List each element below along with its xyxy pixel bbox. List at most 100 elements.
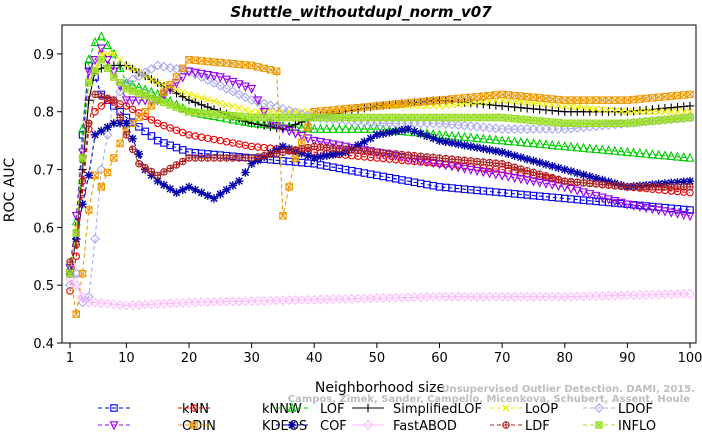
data-point-kdeos bbox=[135, 113, 143, 122]
data-point-ldf bbox=[97, 92, 106, 101]
data-point-simplifiedlof bbox=[548, 106, 557, 115]
data-point-inflo bbox=[423, 113, 431, 122]
data-point-lof bbox=[647, 149, 658, 159]
data-point-cof bbox=[479, 144, 488, 153]
data-point-ldof bbox=[221, 83, 232, 94]
watermark-line-2: Campos, Zimek, Sander, Campello, Micenko… bbox=[288, 394, 690, 405]
data-point-lof bbox=[572, 142, 582, 152]
data-point-ldof bbox=[259, 98, 270, 109]
data-point-simplifiedlof bbox=[472, 99, 482, 108]
legend-item-cof: COF bbox=[276, 419, 347, 434]
data-point-cof bbox=[172, 188, 181, 197]
legend-label: kNN bbox=[182, 402, 209, 417]
data-point-ldf bbox=[135, 160, 143, 168]
data-point-ldof bbox=[478, 122, 489, 133]
data-point-inflo bbox=[316, 113, 325, 122]
data-point-odin bbox=[278, 124, 288, 134]
y-tick-label: 0.9 bbox=[33, 48, 54, 63]
data-point-kdeos bbox=[116, 139, 124, 148]
data-point-cof bbox=[472, 143, 482, 152]
data-point-simplifiedlof bbox=[516, 103, 526, 112]
data-point-odin bbox=[660, 207, 670, 217]
data-point-inflo bbox=[122, 84, 131, 93]
legend-marker bbox=[109, 421, 119, 431]
data-point-odin bbox=[303, 134, 313, 144]
data-point-cof bbox=[516, 153, 526, 162]
data-point-ldof bbox=[434, 118, 445, 129]
data-point-lof bbox=[77, 123, 88, 133]
data-point-loop bbox=[667, 108, 675, 116]
data-point-odin bbox=[654, 206, 664, 216]
data-point-kdeos bbox=[604, 96, 613, 104]
data-point-inflo bbox=[542, 117, 550, 126]
data-point-odin bbox=[679, 210, 689, 221]
data-point-cof bbox=[416, 129, 425, 138]
data-point-lof bbox=[115, 62, 125, 73]
data-point-cof bbox=[115, 119, 125, 128]
data-point-odin bbox=[516, 175, 526, 185]
data-point-ldf bbox=[153, 171, 162, 180]
data-point-kdeos bbox=[272, 67, 281, 76]
data-point-knnw bbox=[178, 128, 187, 137]
data-point-loop bbox=[235, 104, 243, 112]
data-point-cof bbox=[166, 184, 175, 194]
data-point-ldf bbox=[629, 183, 638, 191]
data-point-cof bbox=[510, 151, 519, 160]
data-point-ldf bbox=[272, 149, 281, 158]
data-point-inflo bbox=[617, 119, 625, 128]
data-point-lof bbox=[478, 133, 488, 143]
data-point-ldf bbox=[204, 154, 212, 162]
data-point-kdeos bbox=[97, 183, 106, 191]
data-point-ldf bbox=[592, 180, 600, 188]
data-point-odin bbox=[77, 148, 88, 158]
data-point-knn bbox=[172, 143, 181, 152]
data-point-loop bbox=[147, 75, 156, 83]
data-point-inflo bbox=[598, 119, 607, 128]
legend-item-fastabod: FastABOD bbox=[352, 419, 457, 434]
data-point-ldf bbox=[435, 154, 444, 162]
data-point-cof bbox=[353, 141, 363, 150]
data-point-lof bbox=[466, 132, 476, 142]
data-point-ldf bbox=[517, 165, 525, 173]
legend-label: LDF bbox=[525, 419, 550, 434]
data-point-odin bbox=[297, 131, 307, 142]
data-point-kdeos bbox=[141, 107, 149, 116]
x-tick-label: 100 bbox=[678, 351, 702, 366]
data-point-loop bbox=[592, 105, 600, 113]
data-point-ldf bbox=[686, 183, 694, 191]
data-point-cof bbox=[297, 149, 306, 158]
data-point-simplifiedlof bbox=[460, 98, 469, 107]
data-point-lof bbox=[84, 54, 94, 64]
data-point-cof bbox=[360, 137, 369, 146]
data-point-simplifiedlof bbox=[522, 104, 532, 113]
data-point-inflo bbox=[222, 111, 231, 119]
data-point-loop bbox=[586, 104, 594, 112]
data-point-kdeos bbox=[542, 94, 550, 103]
data-point-simplifiedlof bbox=[178, 92, 187, 101]
data-point-cof bbox=[667, 178, 676, 188]
data-point-inflo bbox=[348, 113, 356, 122]
data-point-cof bbox=[422, 131, 432, 141]
data-point-inflo bbox=[485, 113, 494, 122]
data-point-cof bbox=[109, 119, 119, 128]
data-point-ldof bbox=[240, 92, 251, 103]
data-point-loop bbox=[617, 107, 625, 115]
data-point-loop bbox=[579, 104, 588, 112]
data-point-lof bbox=[629, 147, 639, 157]
data-point-knn bbox=[147, 132, 156, 140]
data-point-cof bbox=[491, 146, 501, 156]
data-point-odin bbox=[672, 209, 683, 219]
data-point-inflo bbox=[592, 119, 600, 128]
data-point-inflo bbox=[435, 113, 444, 122]
data-point-simplifiedlof bbox=[635, 106, 645, 115]
data-point-cof bbox=[410, 127, 419, 136]
data-point-ldf bbox=[229, 154, 237, 162]
data-point-odin bbox=[541, 179, 551, 189]
data-point-odin bbox=[466, 165, 476, 175]
data-point-inflo bbox=[442, 113, 450, 122]
data-point-lof bbox=[315, 123, 326, 133]
data-point-odin bbox=[322, 139, 332, 149]
data-point-inflo bbox=[373, 113, 381, 122]
x-tick-label: 40 bbox=[306, 351, 323, 366]
data-point-ldof bbox=[133, 70, 144, 81]
